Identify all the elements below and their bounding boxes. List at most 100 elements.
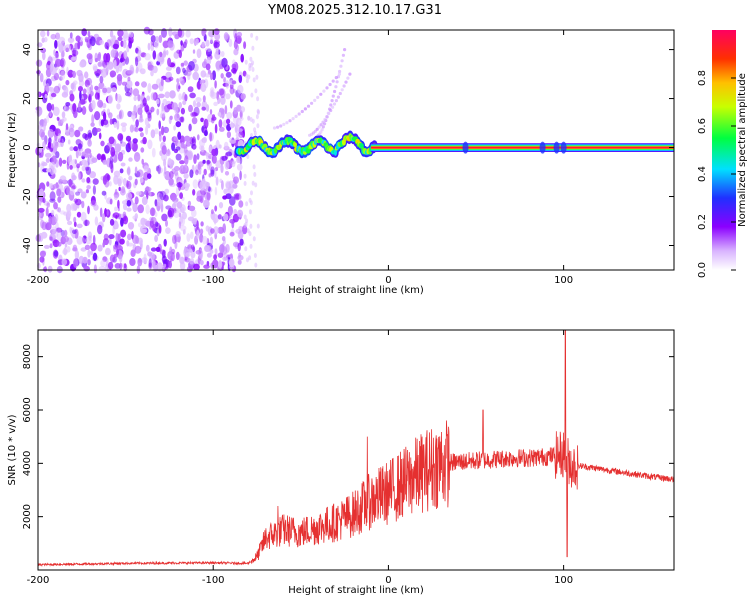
noise-blob [234, 33, 238, 42]
noise-blob [97, 61, 103, 67]
harmonic-dot [337, 72, 341, 76]
y-tick-label: 20 [22, 92, 33, 105]
harmonic-dot [316, 95, 320, 99]
noise-blob [207, 186, 211, 192]
noise-blob [49, 191, 56, 202]
noise-blob [210, 166, 215, 175]
noise-blob [63, 229, 68, 237]
noise-blob [62, 235, 69, 243]
noise-blob [116, 249, 119, 256]
noise-blob [98, 132, 102, 140]
noise-blob [91, 157, 98, 163]
noise-blob [157, 196, 163, 207]
noise-blob [207, 226, 213, 236]
noise-blob [95, 72, 100, 78]
noise-blob [37, 207, 45, 213]
noise-blob [81, 178, 86, 183]
noise-blob [66, 185, 71, 196]
noise-blob [105, 247, 111, 256]
noise-blob [135, 191, 142, 196]
noise-blob [113, 175, 119, 185]
noise-blob [215, 47, 220, 55]
noise-blob [165, 219, 168, 227]
noise-blob [140, 147, 145, 153]
noise-blob [177, 131, 182, 140]
noise-blob [106, 210, 109, 216]
harmonic-dot [340, 59, 344, 63]
noise-blob [64, 44, 71, 52]
noise-blob [188, 61, 195, 71]
noise-blob [43, 265, 48, 273]
colorbar-tick-label: 0.0 [697, 262, 708, 278]
noise-blob [191, 117, 198, 125]
noise-blob [72, 103, 77, 112]
noise-blob [231, 67, 237, 74]
noise-blob [232, 172, 235, 180]
noise-blob [120, 217, 124, 227]
noise-blob [203, 199, 210, 208]
noise-blob [47, 60, 51, 66]
noise-blob [68, 178, 73, 187]
noise-blob [248, 197, 252, 203]
noise-blob [107, 94, 113, 105]
noise-blob [233, 176, 239, 184]
noise-blob [225, 80, 230, 89]
harmonic-dot [333, 89, 337, 94]
noise-blob [92, 185, 96, 195]
noise-blob [81, 106, 87, 115]
snr-frame [37, 329, 675, 571]
noise-blob [67, 155, 72, 166]
noise-blob [187, 200, 192, 207]
noise-blob [135, 56, 139, 67]
noise-blob [178, 93, 182, 101]
colorbar-ticks: 0.0 0.2 0.4 0.6 0.8 [697, 70, 736, 278]
noise-blob [159, 190, 167, 201]
noise-blob [223, 188, 228, 195]
noise-blob [83, 265, 90, 272]
noise-blob [190, 143, 194, 149]
noise-blob [78, 71, 82, 78]
noise-blob [66, 210, 72, 218]
noise-blob [180, 40, 183, 46]
noise-blob [193, 263, 200, 271]
spectrogram-ylabel: Frequency (Hz) [7, 112, 18, 188]
noise-blob [180, 107, 185, 115]
noise-blob [67, 139, 71, 145]
x-tick-label: -200 [27, 275, 50, 286]
noise-blob [200, 83, 207, 92]
noise-blob [138, 118, 144, 123]
noise-blob [175, 231, 181, 237]
noise-blob [149, 190, 152, 197]
noise-blob [213, 41, 220, 49]
noise-blob [167, 157, 172, 165]
noise-blob [165, 66, 172, 71]
noise-blob [110, 49, 116, 58]
noise-blob [102, 102, 107, 109]
noise-blob [57, 241, 62, 247]
noise-blob [231, 63, 237, 70]
noise-blob [75, 35, 81, 42]
noise-blob [113, 121, 117, 128]
noise-blob [206, 191, 211, 202]
noise-blob [50, 92, 57, 98]
noise-blob [141, 158, 144, 165]
noise-blob [109, 198, 113, 205]
noise-blob [243, 41, 247, 49]
noise-blob [222, 195, 228, 200]
chart-title: YM08.2025.312.10.17.G31 [267, 3, 442, 18]
noise-blob [145, 125, 149, 135]
noise-blob [59, 175, 67, 182]
noise-blob [160, 108, 166, 118]
noise-blob [47, 265, 53, 273]
harmonic-dot [291, 117, 295, 121]
noise-blob [87, 249, 91, 258]
noise-blob [96, 153, 102, 160]
noise-blob [133, 95, 137, 101]
noise-blob [137, 49, 142, 57]
noise-blob [134, 178, 138, 186]
noise-blob [49, 165, 55, 176]
noise-blob [253, 253, 257, 258]
harmonic-dot [346, 76, 350, 80]
noise-blob [208, 173, 212, 178]
noise-blob [46, 202, 50, 208]
